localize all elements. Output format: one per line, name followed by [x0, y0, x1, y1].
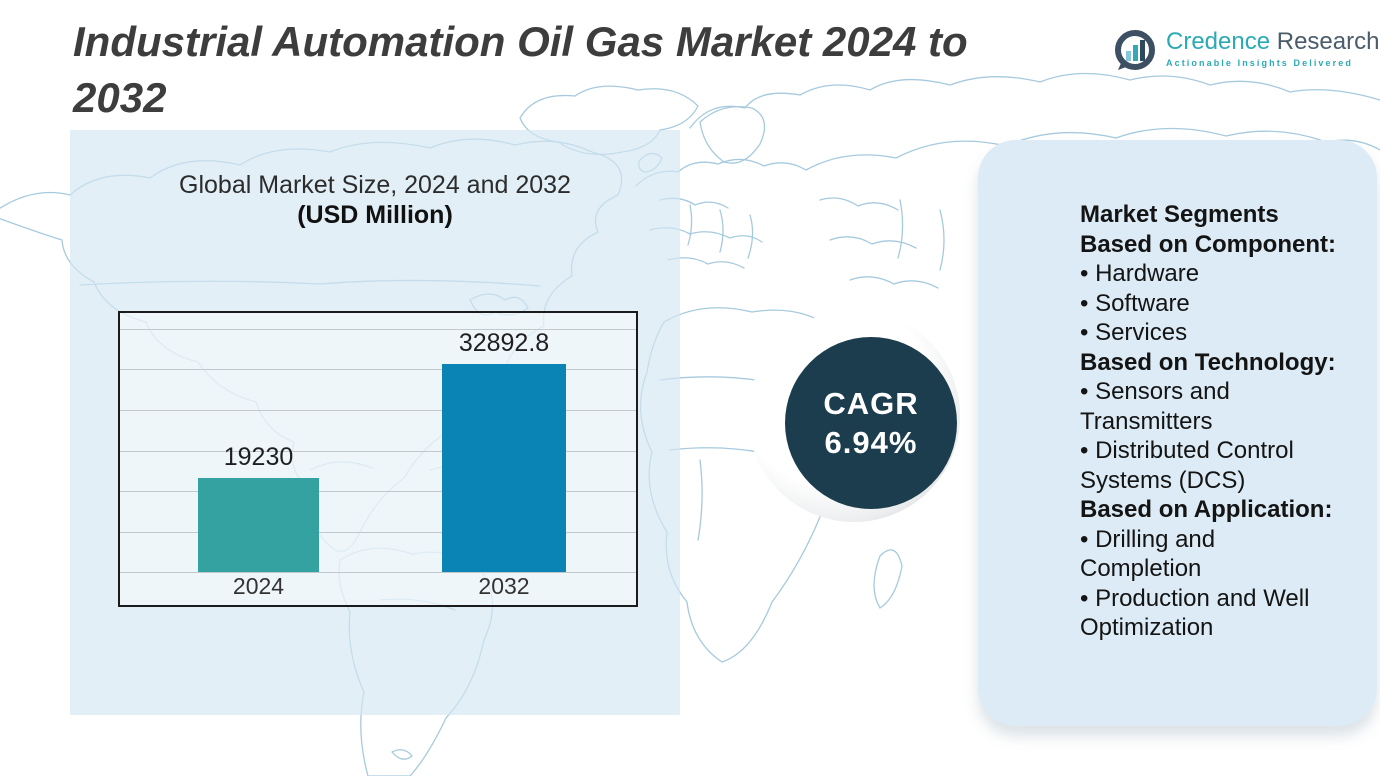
segment-item: • Software — [1080, 289, 1190, 317]
segment-item-continuation: Optimization — [1080, 614, 1214, 641]
logo-brand-word2: Research — [1276, 28, 1380, 55]
segments-subheading-technology: Based on Technology: — [1080, 348, 1336, 376]
logo-text: Credence Research Actionable Insights De… — [1166, 28, 1379, 68]
gridline — [120, 409, 636, 411]
chart-title-block: Global Market Size, 2024 and 2032 (USD M… — [70, 170, 680, 230]
market-segments-panel — [978, 140, 1377, 726]
credence-research-logo: Credence Research Actionable Insights De… — [1112, 28, 1379, 74]
segment-item-continuation: Transmitters — [1080, 407, 1213, 435]
logo-brand: Credence Research — [1166, 28, 1379, 56]
gridline — [120, 329, 636, 330]
cagr-badge: CAGR 6.94% — [785, 337, 957, 509]
segment-item-continuation: Completion — [1080, 555, 1202, 582]
segment-item: • Services — [1080, 319, 1188, 346]
market-segments-text: Market Segments Based on Component: • Ha… — [1080, 200, 1372, 643]
segments-heading: Market Segments — [1080, 201, 1279, 228]
bar-2024 — [198, 477, 319, 572]
gridline — [120, 572, 636, 573]
gridline — [120, 369, 636, 371]
x-axis-label-2024: 2024 — [232, 573, 285, 599]
chart-backdrop-panel — [70, 130, 680, 715]
chart-subtitle: (USD Million) — [297, 201, 453, 229]
page-title-line-2: 2032 — [73, 74, 167, 121]
chart-title: Global Market Size, 2024 and 2032 — [179, 171, 571, 199]
bar-column-2032: 32892.8 — [442, 329, 566, 572]
bar-value-label-2032: 32892.8 — [458, 329, 550, 357]
logo-brand-word1: Credence — [1166, 28, 1271, 55]
page-title-line-1: Industrial Automation Oil Gas Market 202… — [73, 18, 968, 65]
bar-chart: 19230 32892.8 2024 2032 — [118, 311, 638, 607]
segment-item: • Distributed Control — [1080, 437, 1294, 464]
gridline — [120, 490, 636, 492]
gridline — [120, 531, 636, 533]
x-axis-label-2032: 2032 — [478, 573, 530, 599]
logo-tagline: Actionable Insights Delivered — [1166, 58, 1353, 68]
cagr-value: 6.94% — [824, 425, 918, 460]
chart-plot-area: 19230 32892.8 — [120, 329, 636, 573]
cagr-label: CAGR — [823, 386, 919, 421]
segments-subheading-application: Based on Application: — [1080, 496, 1333, 523]
segment-item: • Drilling and — [1080, 525, 1216, 553]
segments-subheading-component: Based on Component: — [1080, 230, 1336, 258]
page-title: Industrial Automation Oil Gas Market 202… — [73, 14, 1088, 126]
segment-item: • Production and Well — [1080, 584, 1310, 612]
segment-item: • Sensors and — [1080, 378, 1230, 405]
segment-item-continuation: Systems (DCS) — [1080, 466, 1246, 494]
bar-column-2024: 19230 — [198, 329, 319, 572]
bar-2032 — [442, 364, 566, 572]
bar-value-label-2024: 19230 — [223, 442, 294, 471]
bar-chart-speech-bubble-icon — [1115, 30, 1155, 70]
segment-item: • Hardware — [1080, 260, 1200, 287]
gridline — [120, 450, 636, 452]
